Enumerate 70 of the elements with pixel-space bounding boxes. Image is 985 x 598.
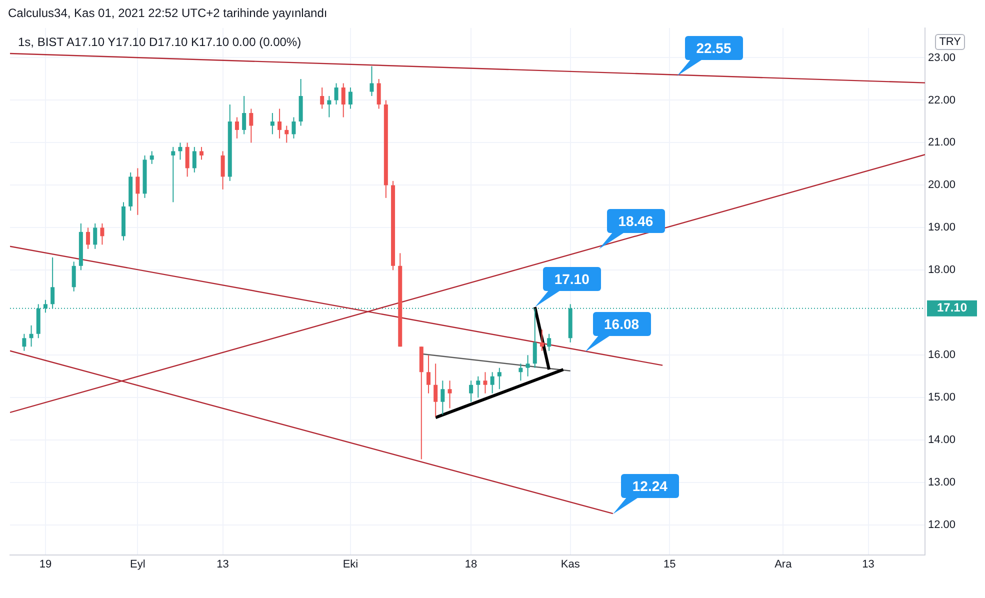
candlestick xyxy=(448,380,452,409)
candlestick xyxy=(93,222,98,250)
candlestick xyxy=(426,354,430,394)
candlestick xyxy=(278,108,282,139)
candlestick xyxy=(341,82,346,118)
annotation: 22.55 xyxy=(684,36,743,60)
y-tick-label: 12.00 xyxy=(928,519,956,532)
candlestick xyxy=(22,333,26,352)
candlestick xyxy=(270,112,274,135)
annotation: 16.08 xyxy=(592,312,651,336)
x-tick-label: 15 xyxy=(664,558,676,570)
candlestick xyxy=(136,168,140,216)
candlestick xyxy=(476,376,480,398)
candlestick xyxy=(29,324,34,348)
candlestick xyxy=(370,66,374,96)
candlestick xyxy=(348,86,352,110)
candlestick xyxy=(547,333,552,352)
candlestick xyxy=(320,86,324,110)
annotation: 12.24 xyxy=(620,474,679,498)
candlestick xyxy=(292,116,296,139)
y-tick-label: 19.00 xyxy=(928,222,956,234)
candlestick xyxy=(249,108,254,144)
y-tick-label: 13.00 xyxy=(928,476,956,489)
candlestick xyxy=(220,150,225,190)
candlestick xyxy=(284,125,289,144)
y-tick-label: 14.00 xyxy=(928,434,956,446)
y-tick-label: 21.00 xyxy=(928,136,956,149)
candlestick xyxy=(86,227,90,250)
x-tick-label: Eki xyxy=(342,558,358,570)
candlestick xyxy=(200,146,204,160)
candlestick xyxy=(178,142,182,160)
candlestick xyxy=(242,95,246,135)
y-tick-label: 20.00 xyxy=(928,179,956,192)
x-tick-label: 18 xyxy=(464,558,478,570)
candlestick xyxy=(518,363,523,382)
candlestick xyxy=(434,363,438,418)
candlestick xyxy=(234,116,239,139)
y-tick-label: 15.00 xyxy=(928,392,956,404)
text: 1s, BIST A17.10 Y17.10 D17.10 K17.10 0.00 (0.00%) xyxy=(18,35,302,49)
candlestick xyxy=(540,329,544,352)
y-tick-label: 18.00 xyxy=(928,264,956,276)
text: TRY xyxy=(935,34,965,50)
candlestick xyxy=(376,78,381,110)
candlestick xyxy=(490,372,494,394)
y-tick-label: 16.00 xyxy=(928,349,956,362)
x-tick-label: Eyl xyxy=(130,558,146,570)
annotation: 17.10 xyxy=(542,267,601,292)
x-tick-label: 19 xyxy=(39,558,52,570)
x-tick-label: 13 xyxy=(216,558,229,570)
candlestick xyxy=(185,142,190,178)
candlestick xyxy=(497,367,502,390)
candlestick xyxy=(334,82,338,105)
y-tick-label: 23.00 xyxy=(928,52,956,64)
candlestick xyxy=(526,354,530,377)
candlestick xyxy=(192,146,196,173)
candlestick xyxy=(150,150,154,164)
annotation: 18.46 xyxy=(606,208,665,233)
ref-line-label: 17.10 xyxy=(936,300,968,315)
candlestick xyxy=(100,222,104,246)
x-tick-label: Kas xyxy=(560,558,580,570)
candlestick xyxy=(327,95,332,118)
candlestick xyxy=(171,146,176,203)
candlestick xyxy=(483,372,488,394)
x-tick-label: 13 xyxy=(862,558,874,570)
candlestick xyxy=(72,261,76,292)
x-tick-label: Ara xyxy=(774,558,793,570)
chart-title: Calculus34, Kas 01, 2021 22:52 UTC+2 tarihinde yayınlandı xyxy=(8,6,328,20)
candlestick xyxy=(469,380,474,402)
candlestick xyxy=(440,380,445,416)
y-tick-label: 22.00 xyxy=(928,94,956,106)
